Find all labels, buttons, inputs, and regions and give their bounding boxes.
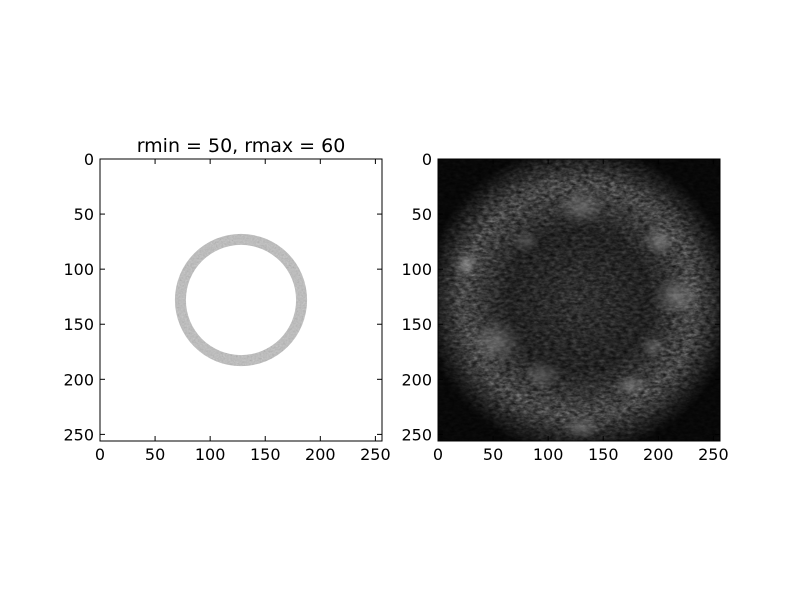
y-tick-label: 250	[63, 425, 94, 444]
y-tick-label: 50	[412, 205, 432, 224]
x-tick-label: 150	[588, 445, 619, 464]
y-tick-label: 100	[63, 260, 94, 279]
x-tick-label: 100	[195, 445, 226, 464]
y-tick-label: 0	[84, 150, 94, 169]
y-tick-label: 250	[401, 425, 432, 444]
right-axes-frame	[437, 158, 721, 442]
left-axes-frame	[99, 158, 383, 442]
y-tick-label: 150	[63, 315, 94, 334]
y-tick-label: 200	[63, 370, 94, 389]
x-tick-label: 50	[483, 445, 503, 464]
x-tick-label: 50	[145, 445, 165, 464]
left-image	[100, 159, 382, 441]
left-subplot: rmin = 50, rmax = 60 0 50 100 150 200 2500501…	[63, 135, 390, 464]
right-image	[438, 159, 720, 441]
x-tick-label: 250	[698, 445, 729, 464]
y-tick-label: 200	[401, 370, 432, 389]
x-tick-label: 150	[250, 445, 281, 464]
left-title: rmin = 50, rmax = 60	[137, 135, 346, 157]
x-tick-label: 0	[95, 445, 105, 464]
x-tick-label: 100	[533, 445, 564, 464]
y-tick-label: 0	[422, 150, 432, 169]
x-tick-label: 200	[305, 445, 336, 464]
x-tick-label: 200	[643, 445, 674, 464]
y-tick-label: 150	[401, 315, 432, 334]
x-tick-label: 250	[360, 445, 391, 464]
y-tick-label: 50	[74, 205, 94, 224]
x-tick-label: 0	[433, 445, 443, 464]
y-tick-label: 100	[401, 260, 432, 279]
